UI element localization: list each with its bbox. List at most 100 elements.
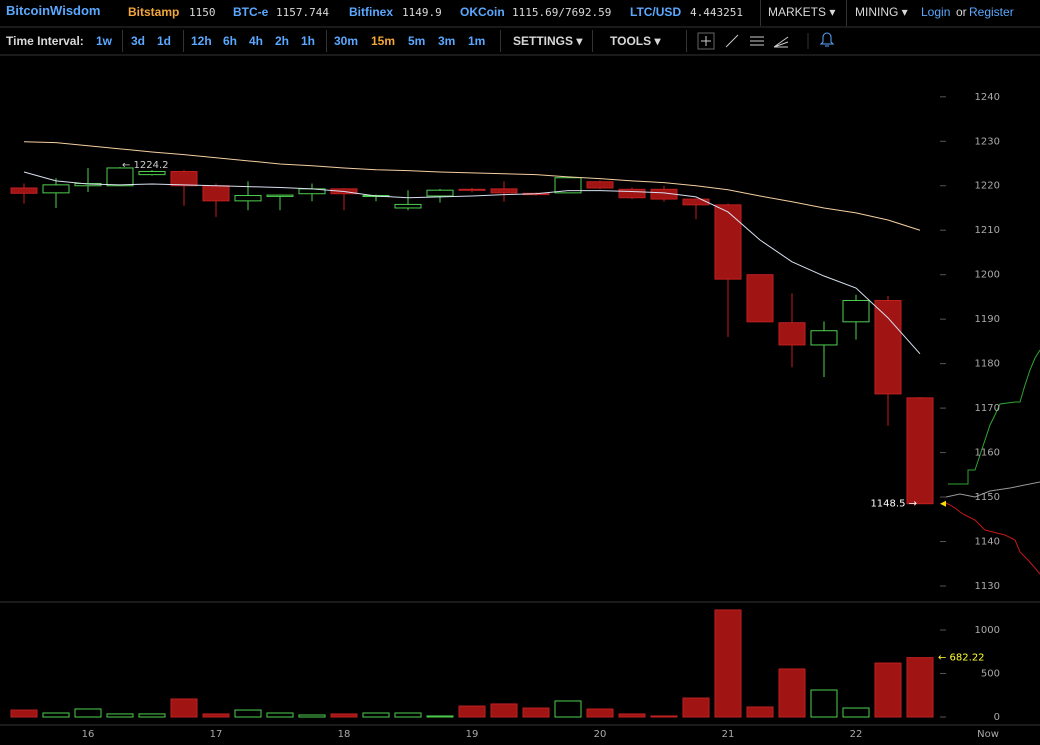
annotation: 1148.5 → [870, 499, 917, 510]
candle-body [554, 177, 582, 194]
volume-bar [842, 707, 870, 718]
depth-asks [945, 502, 1040, 575]
volume-bar [618, 713, 646, 718]
menu[interactable]: MINING ▾ [855, 5, 908, 19]
exchange[interactable]: LTC/USD [630, 5, 682, 19]
y-tick-label: 1170 [975, 403, 1000, 414]
volume-tick-label: 500 [981, 668, 1000, 679]
volume-bar [554, 700, 582, 718]
interval-button[interactable]: 6h [223, 34, 238, 48]
volume-bar [714, 609, 742, 718]
price: 1115.69/7692.59 [512, 6, 612, 19]
interval-button[interactable]: 3d [131, 34, 146, 48]
volume-bar [394, 712, 422, 718]
volume-bar [234, 709, 262, 718]
x-tick-label: 19 [466, 729, 479, 740]
candle-body [138, 171, 166, 176]
tools-menu[interactable]: TOOLS ▾ [610, 34, 661, 48]
settings-menu[interactable]: SETTINGS ▾ [513, 34, 583, 48]
candle-body [618, 188, 646, 199]
separator [122, 30, 123, 52]
volume-tick-label: 1000 [975, 625, 1000, 636]
moving-average [23, 141, 921, 231]
price: 1149.9 [402, 6, 442, 19]
interval-label: Time Interval: [6, 34, 84, 48]
candle-body [874, 299, 902, 395]
separator [846, 0, 847, 26]
volume-bar [426, 715, 454, 718]
candle-body [714, 204, 742, 280]
register-link[interactable]: Register [969, 5, 1014, 19]
volume-bar [298, 714, 326, 718]
x-tick-label: 20 [594, 729, 607, 740]
exchange[interactable]: OKCoin [460, 5, 505, 19]
y-tick-label: 1150 [975, 492, 1000, 503]
volume-bar [74, 708, 102, 718]
interval-button[interactable]: 2h [275, 34, 290, 48]
volume-bar [458, 705, 486, 718]
menu-label: MARKETS [768, 5, 827, 19]
last-price-marker [940, 500, 946, 507]
x-tick-label: 21 [722, 729, 735, 740]
interval-button[interactable]: 15m [371, 34, 396, 48]
x-tick-label: 18 [338, 729, 351, 740]
crosshair-tool[interactable] [697, 32, 715, 50]
exchange[interactable]: Bitstamp [128, 5, 180, 19]
brand[interactable]: BitcoinWisdom [6, 3, 101, 18]
volume-bar [906, 657, 934, 718]
menu-label: TOOLS [610, 34, 652, 48]
y-tick-label: 1130 [975, 581, 1000, 592]
candle-body [586, 181, 614, 189]
candle-body [682, 198, 710, 206]
interval-button[interactable]: 1h [301, 34, 316, 48]
menu-label: MINING [855, 5, 899, 19]
volume-bar [874, 662, 902, 718]
candle-body [10, 187, 38, 194]
candle-body [106, 167, 134, 187]
login-link[interactable]: Login [921, 5, 951, 19]
volume-bar [10, 709, 38, 718]
volume-bar [810, 689, 838, 718]
line-tool[interactable] [725, 34, 739, 48]
menu[interactable]: MARKETS ▾ [768, 5, 836, 19]
candle-body [490, 188, 518, 194]
candle-body [266, 194, 294, 197]
separator [183, 30, 184, 52]
interval-button[interactable]: 3m [438, 34, 456, 48]
candle-body [778, 322, 806, 346]
interval-button[interactable]: 1w [96, 34, 113, 48]
interval-button[interactable]: 1d [157, 34, 172, 48]
moving-average [23, 171, 921, 355]
y-tick-label: 1240 [975, 92, 1000, 103]
volume-bar [170, 698, 198, 718]
y-tick-label: 1180 [975, 359, 1000, 370]
volume-bar [490, 703, 518, 718]
volume-bar [586, 708, 614, 718]
y-tick-label: 1200 [975, 270, 1000, 281]
volume-tick-label: 0 [994, 712, 1000, 723]
volume-bar [138, 713, 166, 718]
interval-button[interactable]: 30m [334, 34, 359, 48]
candle-body [842, 299, 870, 323]
hline-tool[interactable] [750, 36, 764, 46]
fan-tool[interactable] [773, 36, 789, 48]
x-tick-label: 22 [850, 729, 863, 740]
interval-button[interactable]: 4h [249, 34, 264, 48]
volume-bar [202, 713, 230, 718]
candle-body [234, 195, 262, 202]
x-tick-label: 17 [210, 729, 223, 740]
interval-button[interactable]: 12h [191, 34, 212, 48]
candle-body [42, 184, 70, 194]
volume-bar [682, 697, 710, 718]
exchange[interactable]: BTC-e [233, 5, 269, 19]
volume-bar [522, 707, 550, 718]
x-tick-label: 16 [82, 729, 95, 740]
candle-body [746, 274, 774, 323]
exchange[interactable]: Bitfinex [349, 5, 394, 19]
interval-button[interactable]: 5m [408, 34, 426, 48]
menu-label: SETTINGS [513, 34, 574, 48]
alert-tool[interactable] [819, 32, 835, 47]
candle-body [170, 171, 198, 187]
interval-button[interactable]: 1m [468, 34, 486, 48]
